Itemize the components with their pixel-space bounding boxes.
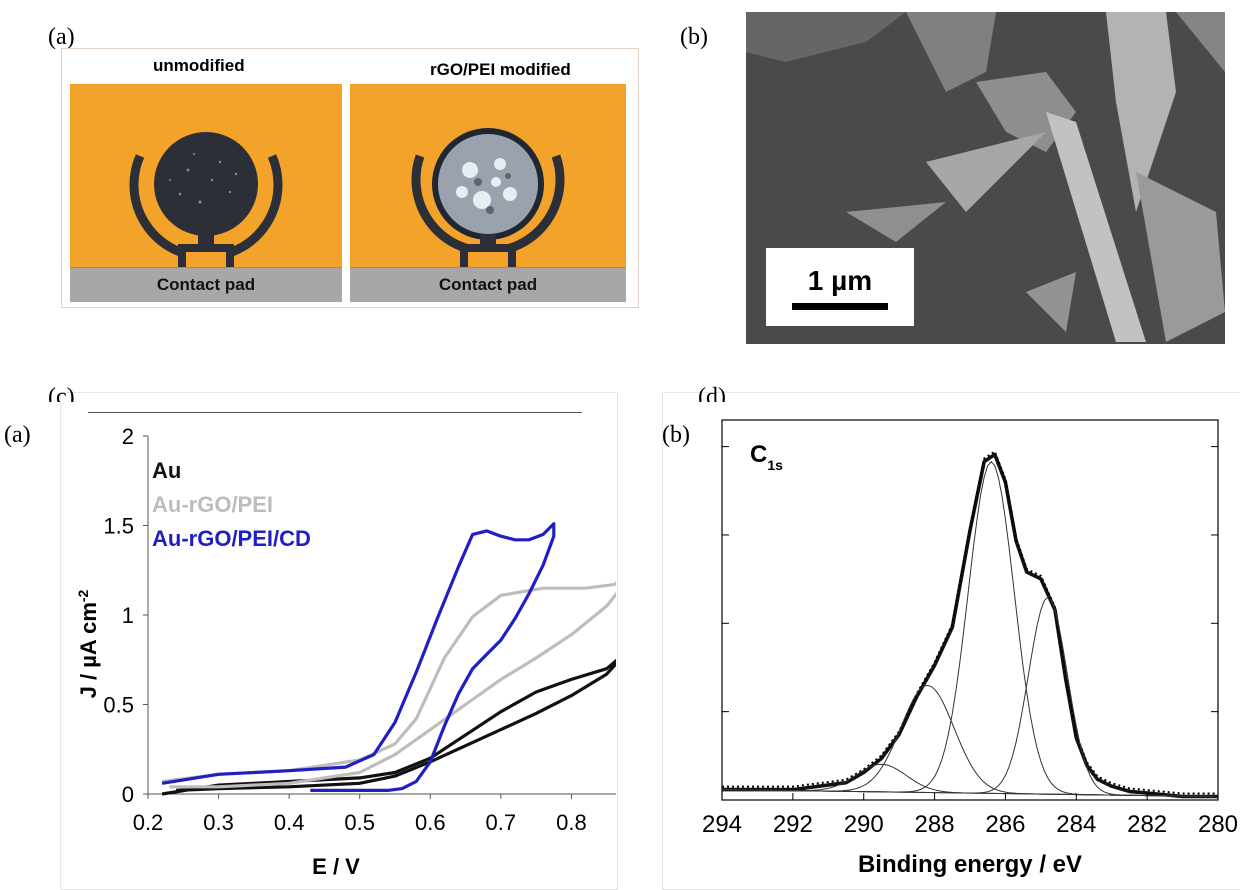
xps-annotation-main: C xyxy=(750,441,767,468)
electrode-photo-unmodified: Contact pad xyxy=(70,84,342,302)
cv-series-line-2 xyxy=(161,522,556,792)
photo-title-unmodified: unmodified xyxy=(153,56,245,75)
cv-x-tick-label: 0.3 xyxy=(203,810,234,835)
xps-chart-frame xyxy=(662,392,1240,890)
panel-label-a-bottom: (a) xyxy=(4,422,31,448)
panel-label-a-top: (a) xyxy=(48,24,75,50)
xps-x-tick-label: 290 xyxy=(844,811,884,838)
cv-y-axis-label: J / µA cm-2 xyxy=(75,589,101,698)
xps-x-tick-label: 286 xyxy=(985,811,1025,838)
cv-y-axis-label-main: J / µA cm xyxy=(76,602,101,698)
cv-chart: 0.20.30.40.50.60.70.80.900.511.52 E / V … xyxy=(75,424,616,879)
cv-y-tick-label: 2 xyxy=(122,424,134,449)
cv-x-tick-label: 0.7 xyxy=(486,810,517,835)
cv-x-tick-label: 0.5 xyxy=(344,810,375,835)
contact-pad-left: Contact pad xyxy=(70,267,342,302)
xps-x-tick-label: 284 xyxy=(1056,811,1096,838)
cv-x-tick-label: 0.2 xyxy=(133,810,164,835)
sem-scale-label: 1 µm xyxy=(807,264,873,296)
cv-y-tick-label: 1.5 xyxy=(103,514,134,539)
xps-annotation-sub: 1s xyxy=(767,457,783,473)
cv-x-tick-label: 0.6 xyxy=(415,810,446,835)
cv-series-line-1 xyxy=(161,581,616,789)
xps-x-tick-label: 292 xyxy=(773,811,813,838)
cv-y-tick-label: 1 xyxy=(122,603,134,628)
xps-envelope-line xyxy=(722,452,1218,799)
xps-data-points xyxy=(722,449,1218,795)
legend-au-rgo-pei: Au-rGO/PEI xyxy=(152,492,273,517)
photo-title-modified: rGO/PEI modified xyxy=(430,60,571,79)
cut-off-axis-top-c xyxy=(88,412,582,413)
cv-series-line-0 xyxy=(161,658,616,796)
cv-chart-frame xyxy=(60,392,618,890)
panel-label-d-cut: (d) xyxy=(698,384,726,402)
xps-chart: 294 292 290 288 286 284 282 280 C1s Binding ene… xyxy=(702,419,1238,878)
xps-component-peak-3 xyxy=(721,596,1215,797)
sem-scalebar-box: 1 µm xyxy=(766,248,914,326)
contact-pad-right: Contact pad xyxy=(350,267,626,302)
electrode-graphic-unmodified xyxy=(129,132,283,272)
xps-x-tick-label: 294 xyxy=(702,811,742,838)
xps-component-peak-4 xyxy=(721,763,1215,797)
panel-label-b-bottom: (b) xyxy=(662,422,690,448)
sem-image: 1 µm xyxy=(746,12,1225,344)
electrode-photo-modified: Contact pad xyxy=(350,84,626,302)
legend-au-rgo-pei-cd: Au-rGO/PEI/CD xyxy=(152,526,311,551)
cv-y-tick-label: 0 xyxy=(122,782,134,807)
cv-y-axis-label-sup: -2 xyxy=(75,589,91,602)
xps-component-peak-1 xyxy=(721,684,1215,797)
cv-y-tick-label: 0.5 xyxy=(103,693,134,718)
cv-x-axis-label: E / V xyxy=(312,854,360,879)
xps-x-tick-label: 282 xyxy=(1127,811,1167,838)
electrode-graphic-modified xyxy=(411,128,565,272)
xps-x-tick-label: 280 xyxy=(1198,811,1238,838)
xps-x-tick-label: 288 xyxy=(915,811,955,838)
xps-x-axis-label: Binding energy / eV xyxy=(858,851,1082,878)
sem-scale-bar xyxy=(792,302,888,310)
panel-label-b-top: (b) xyxy=(680,24,708,50)
xps-plot-frame xyxy=(721,419,1219,801)
panel-label-c-cut: (c) xyxy=(48,384,75,402)
legend-au: Au xyxy=(152,458,181,483)
cv-x-tick-label: 0.4 xyxy=(274,810,305,835)
xps-annotation: C1s xyxy=(750,441,783,473)
cv-x-tick-label: 0.8 xyxy=(556,810,587,835)
xps-component-peak-2 xyxy=(721,461,1215,797)
